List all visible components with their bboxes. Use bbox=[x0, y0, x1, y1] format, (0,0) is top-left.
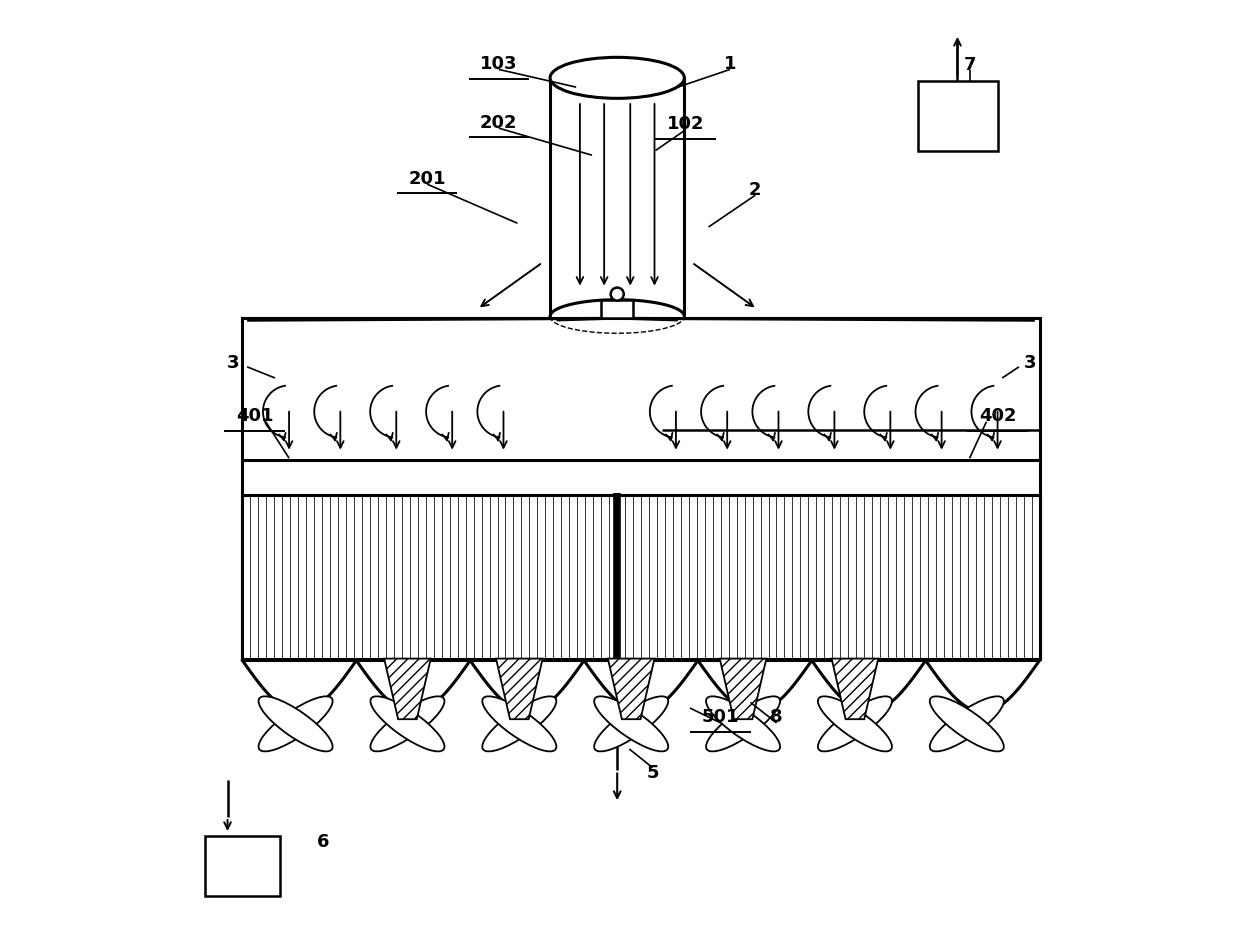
Text: 7: 7 bbox=[963, 56, 976, 74]
Ellipse shape bbox=[706, 697, 780, 752]
Text: 5: 5 bbox=[646, 764, 658, 783]
Polygon shape bbox=[832, 658, 878, 719]
Bar bbox=[243, 496, 1039, 658]
Ellipse shape bbox=[706, 697, 780, 752]
Text: 201: 201 bbox=[408, 169, 446, 188]
Ellipse shape bbox=[818, 697, 892, 752]
Circle shape bbox=[610, 288, 624, 301]
Text: 3: 3 bbox=[227, 354, 239, 372]
Polygon shape bbox=[384, 658, 430, 719]
Text: 8: 8 bbox=[770, 709, 782, 726]
Polygon shape bbox=[608, 658, 655, 719]
Polygon shape bbox=[719, 658, 766, 719]
Text: 6: 6 bbox=[317, 833, 330, 851]
Text: 2: 2 bbox=[749, 180, 761, 199]
Ellipse shape bbox=[371, 697, 444, 752]
Bar bbox=[243, 318, 1039, 658]
Text: 1: 1 bbox=[724, 55, 737, 73]
Ellipse shape bbox=[259, 697, 332, 752]
Text: 501: 501 bbox=[702, 709, 739, 726]
Bar bbox=[205, 836, 280, 897]
Text: 402: 402 bbox=[978, 408, 1017, 425]
Ellipse shape bbox=[594, 697, 668, 752]
Ellipse shape bbox=[930, 697, 1004, 752]
Polygon shape bbox=[496, 658, 543, 719]
Ellipse shape bbox=[482, 697, 557, 752]
Ellipse shape bbox=[551, 57, 684, 98]
Text: 202: 202 bbox=[480, 113, 517, 132]
Ellipse shape bbox=[594, 697, 668, 752]
Ellipse shape bbox=[818, 697, 892, 752]
Text: 3: 3 bbox=[1024, 354, 1037, 372]
Bar bbox=[919, 80, 997, 151]
Bar bbox=[601, 300, 634, 318]
Ellipse shape bbox=[371, 697, 444, 752]
Text: 401: 401 bbox=[236, 408, 273, 425]
Text: 102: 102 bbox=[667, 115, 704, 134]
Ellipse shape bbox=[482, 697, 557, 752]
Ellipse shape bbox=[259, 697, 332, 752]
Text: 103: 103 bbox=[480, 55, 517, 73]
Ellipse shape bbox=[930, 697, 1004, 752]
